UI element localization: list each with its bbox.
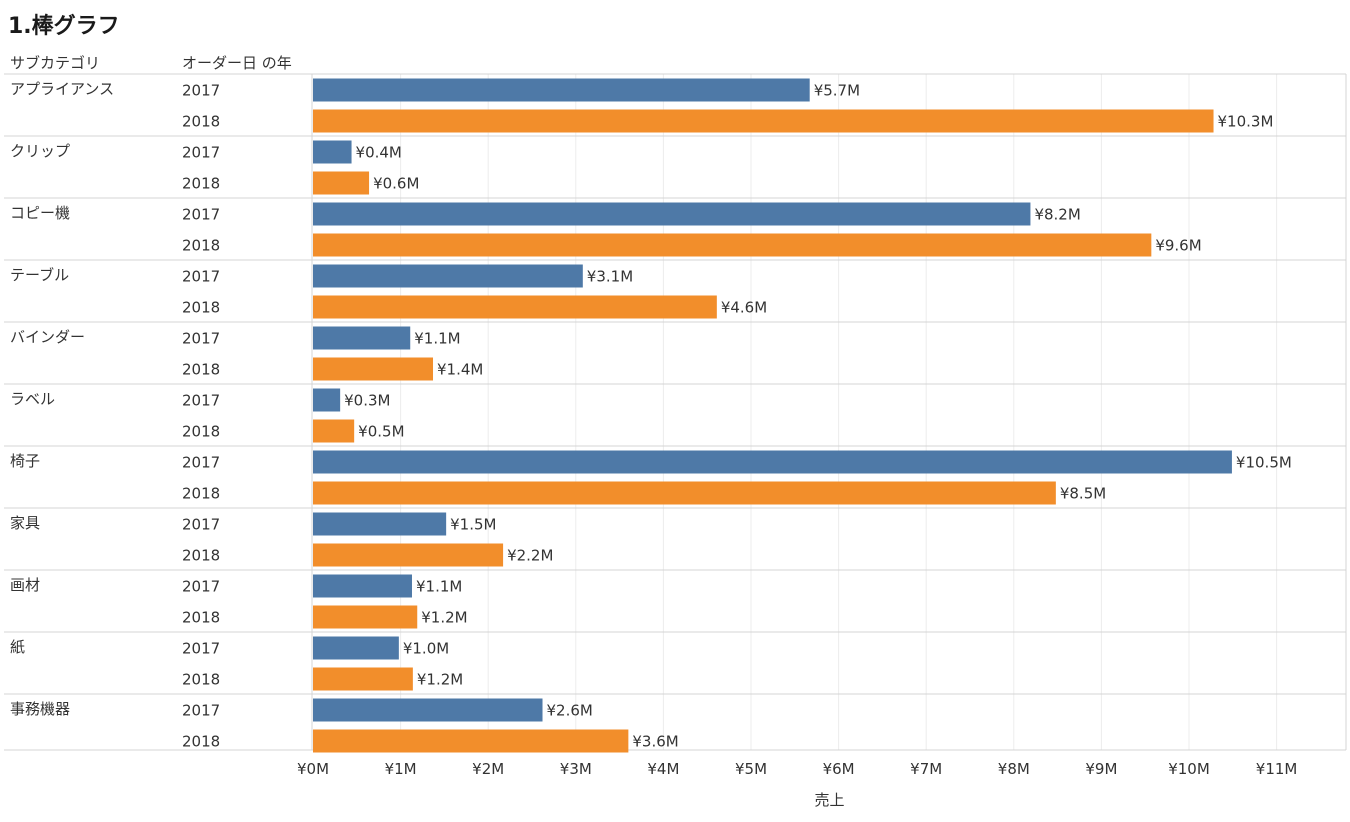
- bar-2017: [313, 636, 399, 660]
- bar-2018: [313, 543, 504, 567]
- bar-2018: [313, 729, 629, 753]
- bar-value-label: ¥1.0M: [403, 640, 449, 658]
- year-label: 2018: [182, 423, 220, 441]
- category-label: アプライアンス: [10, 80, 114, 98]
- bar-value-label: ¥1.5M: [450, 516, 496, 534]
- bar-value-label: ¥2.2M: [507, 547, 553, 565]
- x-tick-label: ¥2M: [472, 760, 504, 778]
- year-label: 2018: [182, 547, 220, 565]
- category-label: バインダー: [10, 328, 85, 346]
- bar-value-label: ¥9.6M: [1155, 237, 1201, 255]
- bar-value-label: ¥4.6M: [721, 299, 767, 317]
- year-label: 2018: [182, 485, 220, 503]
- bar-2017: [313, 574, 412, 598]
- bar-2018: [313, 295, 717, 319]
- bar-2018: [313, 481, 1056, 505]
- x-tick-label: ¥8M: [998, 760, 1030, 778]
- bar-value-label: ¥0.5M: [358, 423, 404, 441]
- bar-value-label: ¥1.2M: [417, 671, 463, 689]
- bar-2017: [313, 78, 810, 102]
- year-label: 2018: [182, 175, 220, 193]
- year-label: 2017: [182, 640, 220, 658]
- bar-value-label: ¥1.2M: [421, 609, 467, 627]
- bar-value-label: ¥2.6M: [547, 702, 593, 720]
- bar-2017: [313, 388, 341, 412]
- category-column-header: サブカテゴリ: [10, 54, 101, 72]
- x-tick-label: ¥0M: [297, 760, 329, 778]
- year-column-header: オーダー日 の年: [182, 54, 292, 72]
- bar-value-label: ¥8.5M: [1060, 485, 1106, 503]
- bar-2017: [313, 326, 411, 350]
- year-label: 2018: [182, 733, 220, 751]
- x-tick-label: ¥10M: [1168, 760, 1210, 778]
- category-label: コピー機: [10, 204, 70, 222]
- year-label: 2017: [182, 206, 220, 224]
- category-label: ラベル: [10, 390, 55, 408]
- bar-2018: [313, 667, 413, 691]
- x-tick-label: ¥11M: [1256, 760, 1298, 778]
- category-label: テーブル: [10, 266, 69, 284]
- bar-2017: [313, 140, 352, 164]
- category-label: 事務機器: [10, 700, 70, 718]
- year-label: 2017: [182, 578, 220, 596]
- bar-value-label: ¥0.6M: [373, 175, 419, 193]
- year-label: 2017: [182, 702, 220, 720]
- year-label: 2017: [182, 144, 220, 162]
- bar-2018: [313, 605, 418, 629]
- x-tick-label: ¥9M: [1085, 760, 1117, 778]
- category-label: 紙: [10, 638, 25, 656]
- year-label: 2017: [182, 454, 220, 472]
- year-label: 2018: [182, 299, 220, 317]
- bar-value-label: ¥1.1M: [414, 330, 460, 348]
- bar-value-label: ¥1.1M: [416, 578, 462, 596]
- bar-2017: [313, 450, 1232, 474]
- bar-2018: [313, 109, 1214, 133]
- year-label: 2017: [182, 392, 220, 410]
- bar-value-label: ¥3.6M: [632, 733, 678, 751]
- x-axis-title: 売上: [814, 791, 844, 809]
- x-tick-label: ¥6M: [823, 760, 855, 778]
- year-label: 2018: [182, 113, 220, 131]
- bar-value-label: ¥10.5M: [1236, 454, 1292, 472]
- year-label: 2018: [182, 671, 220, 689]
- year-label: 2017: [182, 330, 220, 348]
- year-label: 2018: [182, 361, 220, 379]
- year-label: 2018: [182, 609, 220, 627]
- year-label: 2017: [182, 268, 220, 286]
- year-label: 2018: [182, 237, 220, 255]
- bar-value-label: ¥3.1M: [587, 268, 633, 286]
- x-tick-label: ¥3M: [560, 760, 592, 778]
- bar-value-label: ¥0.4M: [356, 144, 402, 162]
- bar-2017: [313, 512, 447, 536]
- bar-2017: [313, 202, 1031, 226]
- category-label: 画材: [10, 576, 40, 594]
- bar-2017: [313, 698, 543, 722]
- category-label: 椅子: [10, 452, 40, 470]
- category-label: 家具: [10, 514, 40, 532]
- x-tick-label: ¥4M: [647, 760, 679, 778]
- bar-value-label: ¥5.7M: [814, 82, 860, 100]
- bar-2018: [313, 233, 1152, 257]
- bar-2017: [313, 264, 583, 288]
- year-label: 2017: [182, 516, 220, 534]
- bar-value-label: ¥8.2M: [1034, 206, 1080, 224]
- bar-value-label: ¥1.4M: [437, 361, 483, 379]
- x-tick-label: ¥7M: [910, 760, 942, 778]
- bar-value-label: ¥0.3M: [344, 392, 390, 410]
- bar-2018: [313, 419, 355, 443]
- bar-2018: [313, 357, 434, 381]
- x-tick-label: ¥1M: [385, 760, 417, 778]
- category-label: クリップ: [10, 142, 70, 160]
- bar-2018: [313, 171, 370, 195]
- x-tick-label: ¥5M: [735, 760, 767, 778]
- year-label: 2017: [182, 82, 220, 100]
- chart-title: 1.棒グラフ: [8, 14, 120, 39]
- bar-value-label: ¥10.3M: [1218, 113, 1274, 131]
